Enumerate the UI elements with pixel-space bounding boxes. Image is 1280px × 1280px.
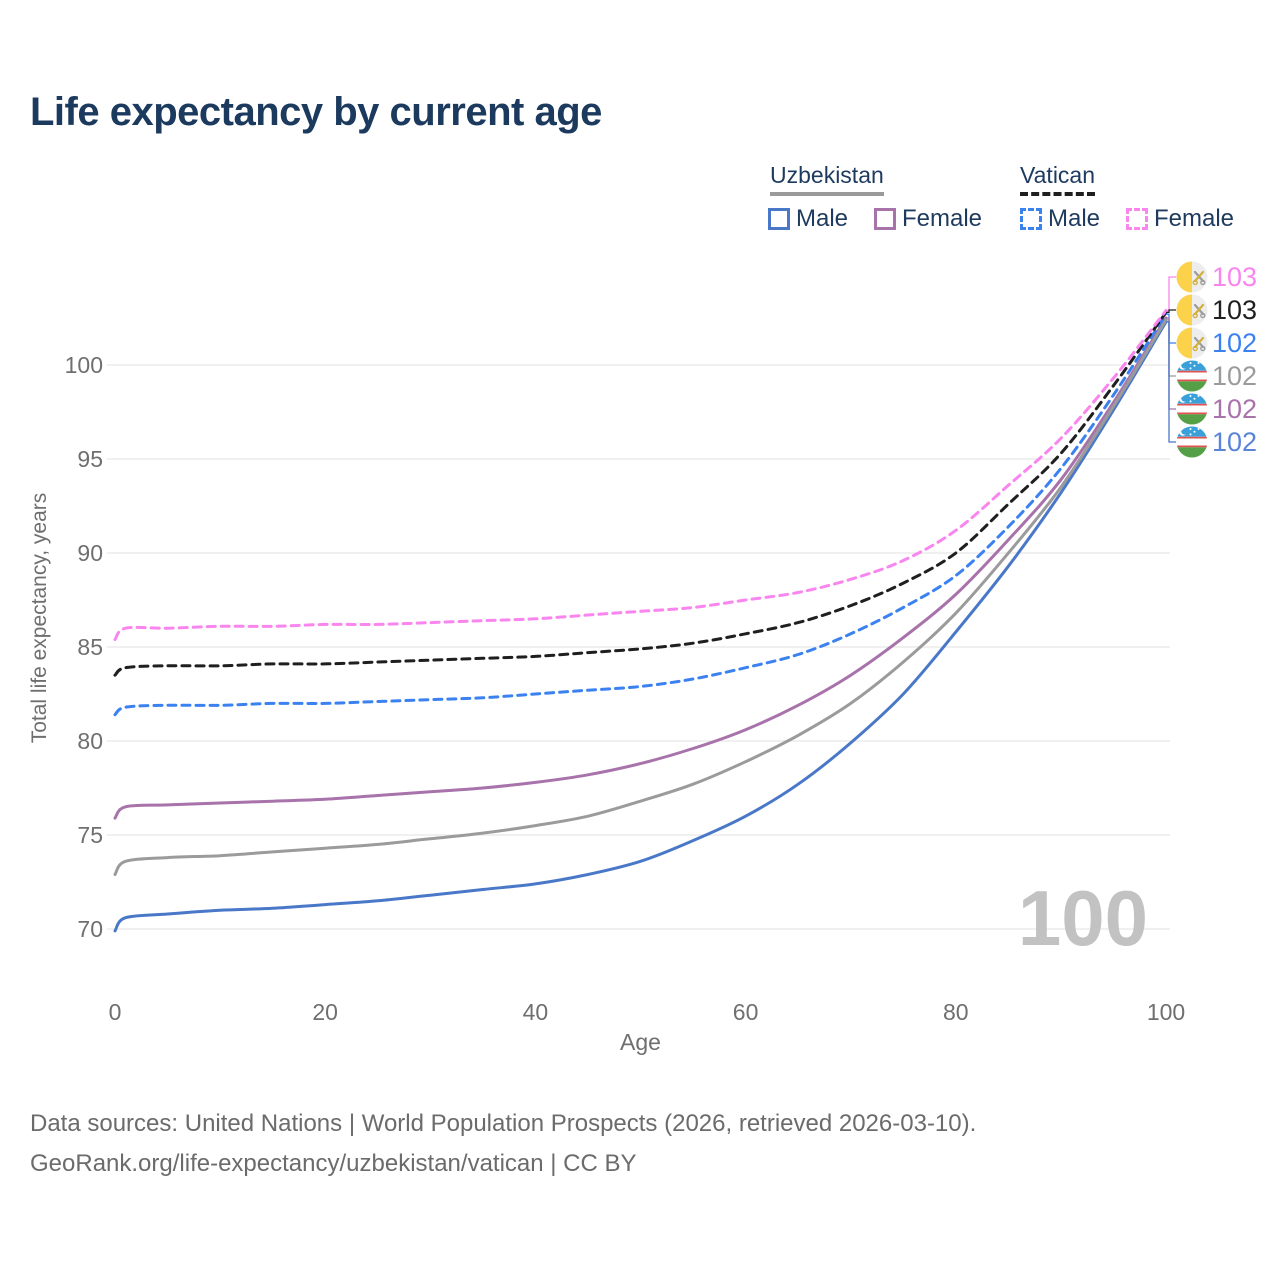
- footer-attribution-link[interactable]: GeoRank.org/life-expectancy/uzbekistan/v…: [30, 1150, 637, 1177]
- watermark-age: 100: [1018, 874, 1148, 962]
- legend-uzbekistan-label: Uzbekistan: [770, 162, 884, 188]
- x-tick-label-100: 100: [1147, 999, 1185, 1025]
- legend-group-vatican: Vatican: [1020, 162, 1096, 196]
- end-value-label-vatican-male: 102: [1212, 328, 1257, 358]
- y-tick-label-100: 100: [65, 352, 103, 378]
- vatican-male-swatch-icon: [1020, 208, 1042, 230]
- uzbekistan-female-swatch-icon: [874, 208, 896, 230]
- vatican-flag-icon: [1176, 261, 1208, 293]
- y-tick-label-90: 90: [77, 540, 103, 566]
- legend-uzbekistan-male-label: Male: [796, 205, 849, 232]
- curve-vatican-total[interactable]: [113, 310, 1168, 677]
- vatican-female-swatch-icon: [1126, 208, 1148, 230]
- curve-vatican-female[interactable]: [113, 309, 1168, 641]
- uzbekistan-flag-icon: [1176, 426, 1208, 458]
- legend-group-uzbekistan: Uzbekistan: [770, 162, 884, 196]
- legend-item-vatican-female[interactable]: Female: [1126, 205, 1234, 233]
- uzbekistan-male-swatch-icon: [768, 208, 790, 230]
- footer-data-sources: Data sources: United Nations | World Pop…: [30, 1110, 977, 1137]
- end-value-label-uzbekistan-female: 102: [1212, 394, 1257, 424]
- y-tick-label-85: 85: [77, 634, 103, 660]
- legend-item-uzbekistan-female[interactable]: Female: [874, 205, 982, 233]
- x-tick-label-40: 40: [523, 999, 549, 1025]
- curve-uzbekistan-total[interactable]: [113, 318, 1168, 876]
- end-label-connector-uzbekistan-female: [1166, 317, 1176, 410]
- end-label-connector-vatican-total: [1166, 309, 1176, 314]
- x-tick-label-0: 0: [109, 999, 122, 1025]
- legend-item-vatican-male[interactable]: Male: [1020, 205, 1100, 233]
- y-axis-title: Total life expectancy, years: [28, 493, 51, 744]
- x-tick-label-20: 20: [312, 999, 338, 1025]
- uzbekistan-solid-line-swatch: [770, 192, 884, 196]
- end-value-label-uzbekistan-male: 102: [1212, 427, 1257, 457]
- vatican-dashed-line-swatch: [1020, 192, 1096, 196]
- legend-vatican-male-label: Male: [1048, 205, 1101, 232]
- end-label-connector-vatican-female: [1166, 276, 1176, 312]
- uzbekistan-flag-icon: [1176, 360, 1208, 392]
- x-axis-title: Age: [620, 1029, 661, 1055]
- page-title: Life expectancy by current age: [30, 90, 602, 134]
- curve-uzbekistan-male[interactable]: [113, 320, 1168, 933]
- legend-vatican-female-label: Female: [1154, 205, 1235, 232]
- vatican-flag-icon: [1176, 294, 1208, 326]
- vatican-flag-icon: [1176, 327, 1208, 359]
- x-tick-label-80: 80: [943, 999, 969, 1025]
- y-tick-label-80: 80: [77, 728, 103, 754]
- y-tick-label-75: 75: [77, 822, 103, 848]
- end-value-label-vatican-total: 103: [1212, 295, 1257, 325]
- y-tick-label-95: 95: [77, 446, 103, 472]
- end-label-connector-uzbekistan-male: [1166, 321, 1176, 443]
- legend-item-uzbekistan-male[interactable]: Male: [768, 205, 848, 233]
- x-tick-label-60: 60: [733, 999, 759, 1025]
- curve-vatican-male[interactable]: [113, 312, 1168, 717]
- end-value-label-uzbekistan-total: 102: [1212, 361, 1257, 391]
- uzbekistan-flag-icon: [1176, 393, 1208, 425]
- end-label-connector-uzbekistan-total: [1166, 319, 1176, 377]
- y-tick-label-70: 70: [77, 916, 103, 942]
- legend-vatican-label: Vatican: [1020, 162, 1096, 188]
- end-value-label-vatican-female: 103: [1212, 262, 1257, 292]
- curve-uzbekistan-female[interactable]: [113, 316, 1168, 820]
- legend-uzbekistan-female-label: Female: [902, 205, 983, 232]
